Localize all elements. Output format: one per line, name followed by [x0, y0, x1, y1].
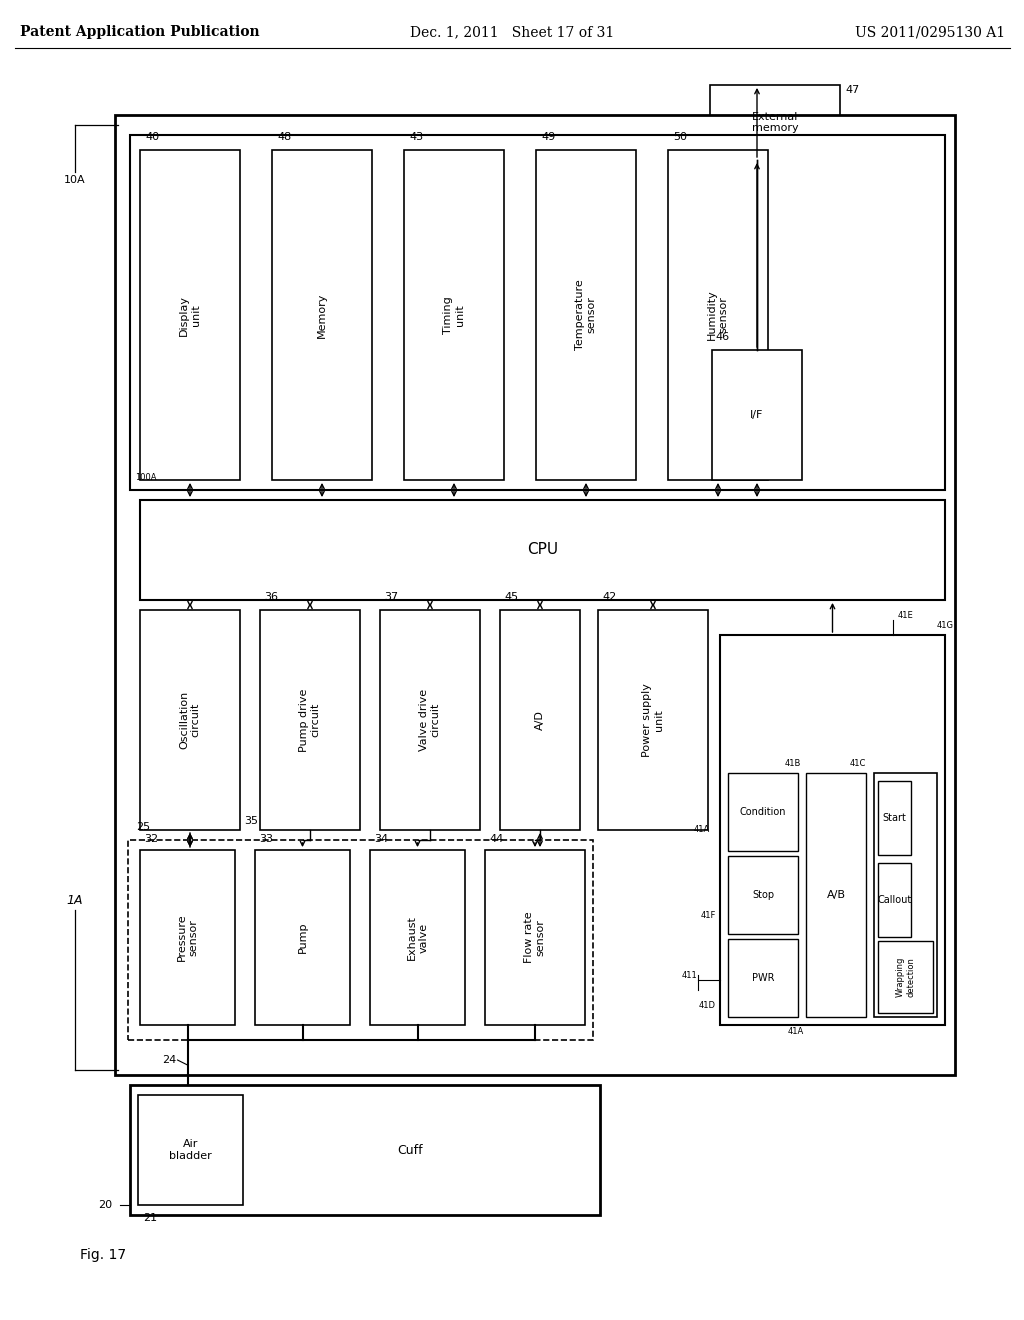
Bar — [485, 850, 585, 1026]
Text: 20: 20 — [98, 1200, 112, 1210]
Bar — [128, 840, 593, 1040]
Text: 49: 49 — [541, 132, 555, 143]
Text: 25: 25 — [136, 822, 151, 832]
Bar — [536, 150, 636, 480]
Bar — [140, 150, 240, 480]
Text: 35: 35 — [244, 816, 258, 826]
Text: 41E: 41E — [898, 610, 913, 619]
Text: Memory: Memory — [317, 292, 327, 338]
Text: 41A: 41A — [693, 825, 710, 834]
Text: 36: 36 — [264, 591, 278, 602]
Text: 41B: 41B — [784, 759, 801, 768]
Text: 45: 45 — [504, 591, 518, 602]
Bar — [668, 150, 768, 480]
Text: 48: 48 — [278, 132, 291, 143]
Text: External
memory: External memory — [752, 112, 799, 133]
Bar — [728, 774, 798, 851]
Bar — [878, 863, 911, 937]
Text: Condition: Condition — [739, 807, 786, 817]
Text: Pump drive
circuit: Pump drive circuit — [299, 688, 321, 751]
Bar — [720, 635, 945, 1026]
Text: Patent Application Publication: Patent Application Publication — [20, 25, 260, 40]
Bar — [712, 350, 802, 480]
Bar — [130, 135, 945, 490]
Bar — [140, 850, 234, 1026]
Text: 41A: 41A — [787, 1027, 804, 1036]
Bar — [255, 850, 350, 1026]
Text: 24: 24 — [163, 1055, 176, 1065]
Bar — [260, 610, 360, 830]
Text: I/F: I/F — [751, 411, 764, 420]
Text: 44: 44 — [489, 834, 503, 843]
Text: 43: 43 — [409, 132, 423, 143]
Bar — [728, 939, 798, 1016]
Bar — [728, 855, 798, 935]
Bar — [272, 150, 372, 480]
Text: 41D: 41D — [699, 1002, 716, 1011]
Text: Wrapping
detection: Wrapping detection — [896, 957, 915, 997]
Bar — [138, 1096, 243, 1205]
Text: Dec. 1, 2011   Sheet 17 of 31: Dec. 1, 2011 Sheet 17 of 31 — [410, 25, 614, 40]
Bar — [130, 1085, 600, 1214]
Text: 33: 33 — [259, 834, 273, 843]
Text: 34: 34 — [374, 834, 388, 843]
Text: 40: 40 — [145, 132, 159, 143]
Text: Flow rate
sensor: Flow rate sensor — [524, 912, 546, 964]
Text: Stop: Stop — [752, 890, 774, 900]
Text: Air
bladder: Air bladder — [169, 1139, 212, 1160]
Text: Cuff: Cuff — [397, 1143, 423, 1156]
Text: 411: 411 — [682, 970, 698, 979]
Text: Temperature
sensor: Temperature sensor — [575, 280, 597, 350]
Bar — [140, 610, 240, 830]
Text: 32: 32 — [144, 834, 158, 843]
Text: Exhaust
valve: Exhaust valve — [407, 915, 428, 960]
Text: 100A: 100A — [135, 473, 157, 482]
Bar — [878, 941, 933, 1012]
Text: Pump: Pump — [298, 921, 307, 953]
Bar — [140, 500, 945, 601]
Text: Power supply
unit: Power supply unit — [642, 682, 664, 756]
Bar — [370, 850, 465, 1026]
Text: 10A: 10A — [65, 176, 86, 185]
Bar — [806, 774, 866, 1016]
Bar — [710, 84, 840, 160]
Text: Pressure
sensor: Pressure sensor — [177, 913, 199, 961]
Text: Fig. 17: Fig. 17 — [80, 1247, 126, 1262]
Bar — [878, 781, 911, 855]
Text: Timing
unit: Timing unit — [443, 296, 465, 334]
Text: A/B: A/B — [826, 890, 846, 900]
Text: 21: 21 — [143, 1213, 157, 1224]
Bar — [874, 774, 937, 1016]
Text: Start: Start — [883, 813, 906, 822]
Text: Display
unit: Display unit — [179, 294, 201, 335]
Text: PWR: PWR — [752, 973, 774, 983]
Text: Oscillation
circuit: Oscillation circuit — [179, 690, 201, 750]
Text: CPU: CPU — [527, 543, 558, 557]
Text: 1A: 1A — [67, 894, 83, 907]
Bar — [115, 115, 955, 1074]
Text: 42: 42 — [602, 591, 616, 602]
Text: 41F: 41F — [700, 911, 716, 920]
Text: Valve drive
circuit: Valve drive circuit — [419, 689, 440, 751]
Bar — [500, 610, 580, 830]
Text: 46: 46 — [715, 333, 729, 342]
Text: 47: 47 — [845, 84, 859, 95]
Bar — [598, 610, 708, 830]
Text: Callout: Callout — [878, 895, 911, 906]
Text: 41C: 41C — [850, 759, 866, 768]
Bar — [380, 610, 480, 830]
Text: US 2011/0295130 A1: US 2011/0295130 A1 — [855, 25, 1005, 40]
Text: 41G: 41G — [937, 620, 954, 630]
Text: 50: 50 — [673, 132, 687, 143]
Text: 37: 37 — [384, 591, 398, 602]
Bar — [404, 150, 504, 480]
Text: A/D: A/D — [535, 710, 545, 730]
Text: Humidity
sensor: Humidity sensor — [708, 289, 729, 341]
